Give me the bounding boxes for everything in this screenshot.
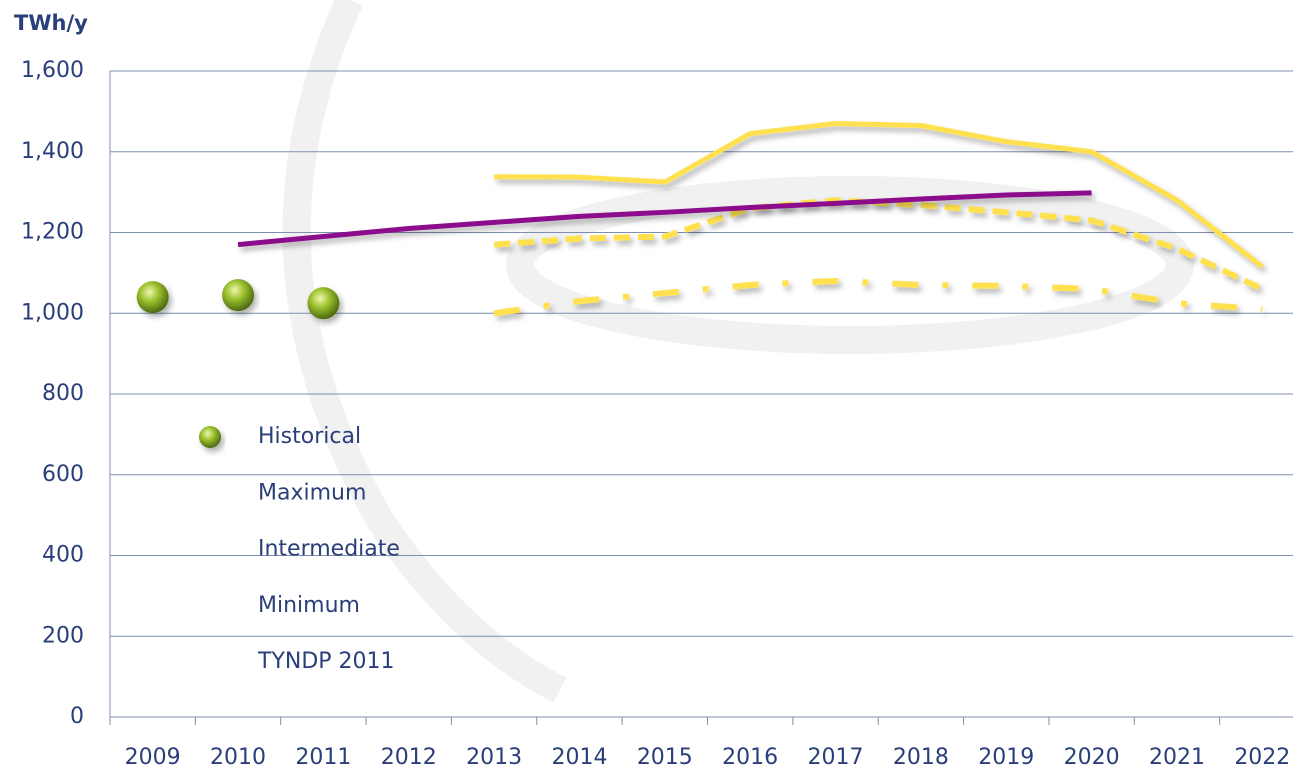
legend-label: TYNDP 2011 xyxy=(257,649,395,674)
x-tick-label: 2015 xyxy=(637,745,693,770)
x-tick-label: 2022 xyxy=(1234,745,1290,770)
x-tick-label: 2014 xyxy=(551,745,607,770)
legend-label: Minimum xyxy=(258,593,360,618)
x-tick-label: 2009 xyxy=(125,745,181,770)
series-line xyxy=(493,277,1263,317)
x-tick-label: 2011 xyxy=(295,745,351,770)
series-line xyxy=(494,120,1264,269)
y-tick-label: 800 xyxy=(42,381,84,406)
data-point xyxy=(222,279,255,312)
legend-label: Maximum xyxy=(258,480,366,505)
legend-label: Historical xyxy=(258,424,361,449)
x-tick-label: 2021 xyxy=(1149,745,1205,770)
y-axis-label: TWh/y xyxy=(14,11,88,35)
y-tick-label: 200 xyxy=(42,623,84,648)
series-line xyxy=(237,190,1092,248)
legend-marker xyxy=(199,426,221,448)
x-tick-label: 2013 xyxy=(466,745,522,770)
x-tick-label: 2010 xyxy=(210,745,266,770)
x-tick-label: 2018 xyxy=(893,745,949,770)
watermark xyxy=(282,0,1194,703)
x-tick-label: 2017 xyxy=(808,745,864,770)
data-point xyxy=(136,281,169,314)
y-tick-label: 600 xyxy=(42,462,84,487)
y-tick-label: 0 xyxy=(70,704,84,729)
y-tick-label: 1,600 xyxy=(21,58,84,83)
y-tick-label: 1,000 xyxy=(21,300,84,325)
y-tick-label: 1,400 xyxy=(21,139,84,164)
x-tick-label: 2020 xyxy=(1064,745,1120,770)
y-tick-label: 400 xyxy=(42,543,84,568)
x-tick-label: 2012 xyxy=(381,745,437,770)
x-tick-label: 2019 xyxy=(978,745,1034,770)
y-tick-label: 1,200 xyxy=(21,220,84,245)
legend-label: Intermediate xyxy=(258,537,400,562)
data-point xyxy=(307,287,340,320)
x-tick-label: 2016 xyxy=(722,745,778,770)
